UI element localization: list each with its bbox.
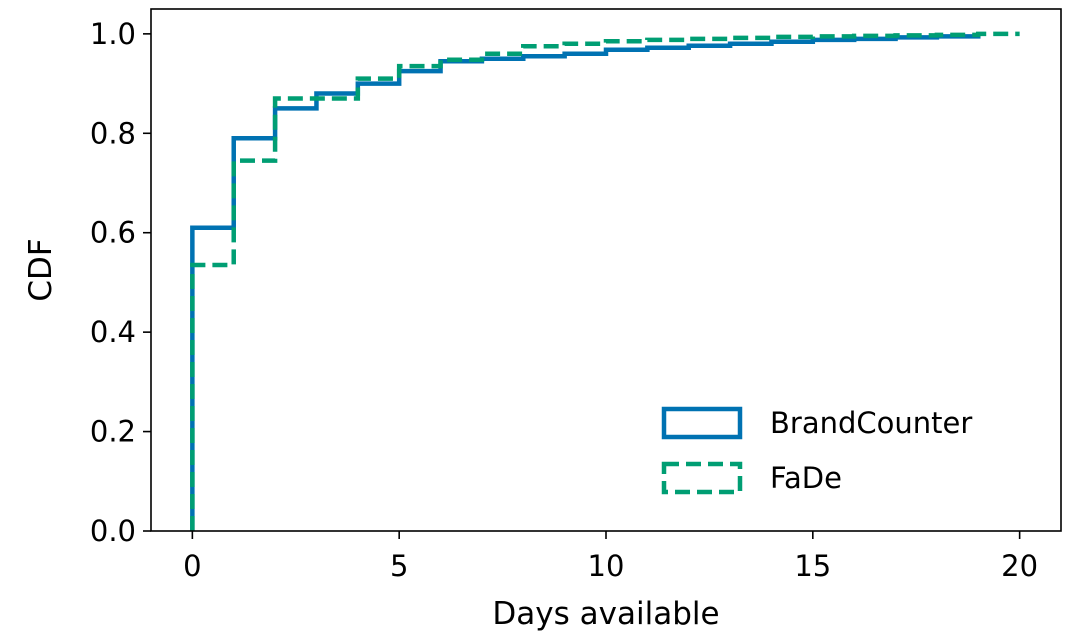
x-tick-label: 10 bbox=[588, 549, 625, 583]
legend: BrandCounter FaDe bbox=[661, 406, 972, 495]
y-tick-label: 0.8 bbox=[90, 116, 136, 150]
series-layer bbox=[190, 31, 1020, 531]
y-tick-label: 0.2 bbox=[90, 415, 136, 449]
legend-label-brandcounter: BrandCounter bbox=[770, 406, 972, 440]
x-tick-label: 20 bbox=[1001, 549, 1038, 583]
y-axis-ticks: 0.0 0.2 0.4 0.6 0.8 1.0 bbox=[90, 17, 151, 548]
y-axis-label: CDF bbox=[23, 238, 59, 301]
series-line-fade bbox=[190, 31, 1020, 531]
x-axis-ticks: 0 5 10 15 20 bbox=[183, 531, 1038, 583]
x-tick-label: 0 bbox=[183, 549, 201, 583]
legend-swatch-fade bbox=[661, 461, 743, 495]
legend-label-fade: FaDe bbox=[770, 461, 842, 495]
legend-swatch-brandcounter bbox=[661, 406, 743, 440]
legend-entry-brandcounter: BrandCounter bbox=[661, 406, 972, 440]
x-tick-label: 5 bbox=[390, 549, 408, 583]
series-line-brandcounter bbox=[190, 33, 981, 531]
legend-entry-fade: FaDe bbox=[661, 461, 842, 495]
y-tick-label: 0.0 bbox=[90, 514, 136, 548]
plot-frame bbox=[150, 8, 1062, 532]
x-tick-label: 15 bbox=[794, 549, 831, 583]
y-tick-label: 0.6 bbox=[90, 216, 136, 250]
y-tick-label: 1.0 bbox=[90, 17, 136, 51]
y-tick-label: 0.4 bbox=[90, 315, 136, 349]
x-axis-label: Days available bbox=[492, 596, 719, 632]
